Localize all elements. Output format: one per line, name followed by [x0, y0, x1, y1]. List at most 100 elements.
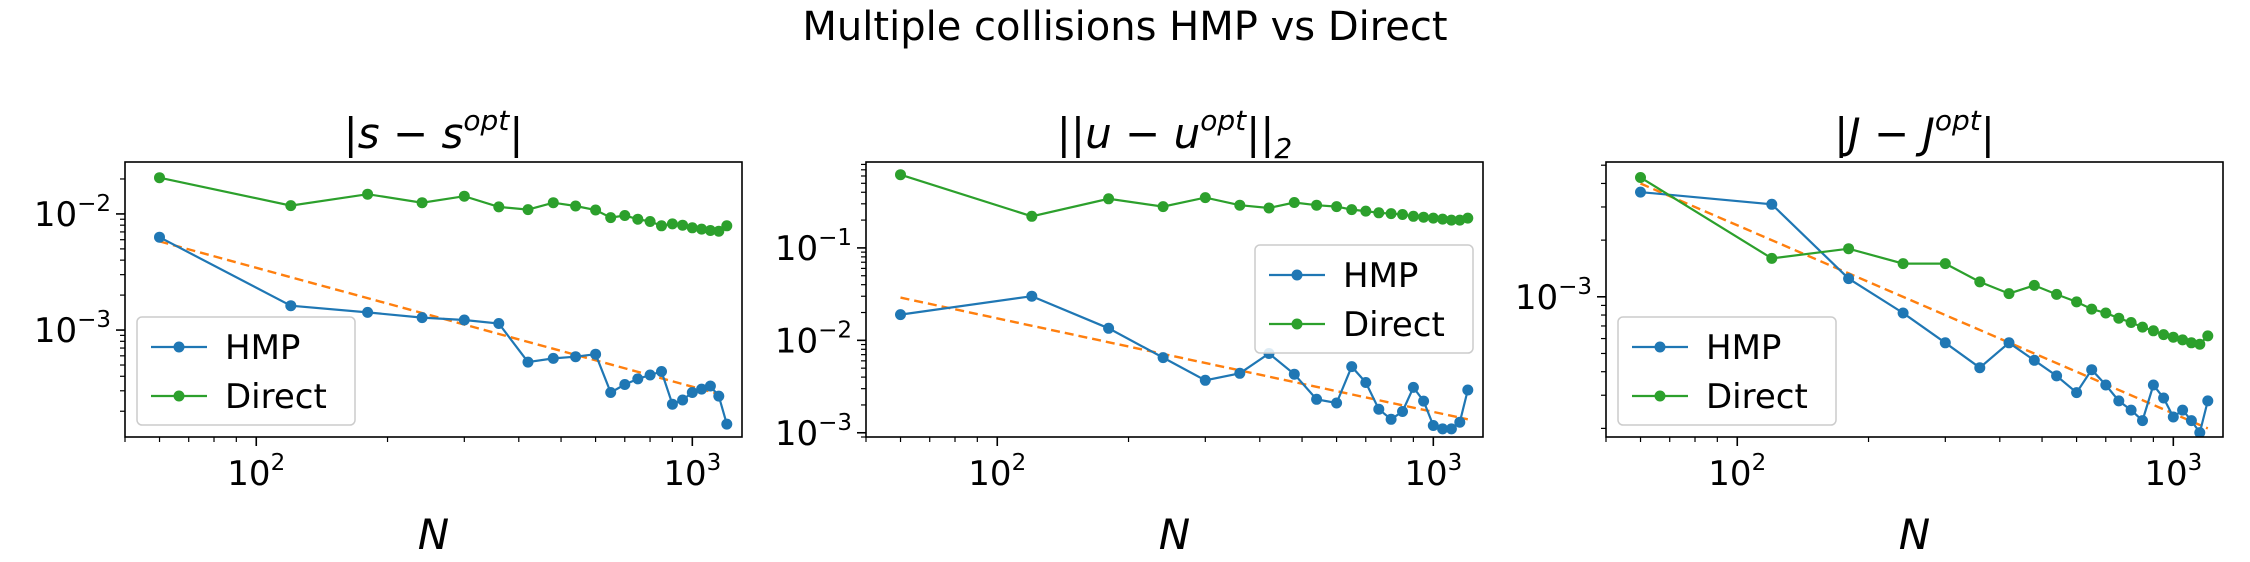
- series-point-hmp: [677, 394, 689, 406]
- series-point-direct: [713, 225, 725, 237]
- series-point-direct: [895, 169, 906, 181]
- legend-box: [136, 316, 356, 426]
- legend-marker-direct: [173, 390, 185, 402]
- series-point-direct: [1103, 193, 1115, 205]
- series-point-hmp: [2158, 392, 2170, 404]
- axes-frame: [124, 161, 743, 438]
- series-point-hmp: [2177, 404, 2189, 416]
- x-tick-label-exp: 3: [707, 450, 722, 476]
- x-tick-label-exp: 3: [2188, 450, 2203, 476]
- y-tick-label: 10−3: [775, 410, 852, 454]
- series-point-direct: [644, 216, 656, 227]
- series-point-direct: [1373, 207, 1385, 219]
- legend-marker-hmp: [1291, 269, 1303, 281]
- x-tick-label-exp: 3: [1448, 450, 1463, 476]
- axes-frame: [1605, 161, 2224, 438]
- series-point-direct: [2177, 334, 2189, 346]
- legend: HMP Direct: [1617, 316, 1837, 426]
- subplot-title-sup: opt: [1935, 104, 1982, 137]
- y-tick-label: 10−2: [34, 191, 111, 235]
- series-point-direct: [2202, 330, 2214, 342]
- series-point-direct: [1462, 212, 1474, 224]
- series-point-hmp: [644, 369, 656, 381]
- series-point-hmp: [704, 380, 716, 392]
- series-point-direct: [2167, 331, 2179, 343]
- legend: HMP Direct: [1254, 244, 1474, 354]
- series-point-direct: [686, 222, 698, 234]
- series-point-hmp: [2125, 404, 2137, 416]
- legend-label-hmp: HMP: [1343, 256, 1418, 296]
- series-point-hmp: [1462, 384, 1474, 396]
- subplot-title-end: |: [1981, 109, 1995, 158]
- series-point-hmp: [1843, 273, 1855, 285]
- series-point-hmp: [895, 309, 906, 321]
- y-tick-label-exp: −3: [77, 307, 111, 333]
- series-point-direct: [547, 197, 559, 209]
- series-point-direct: [1397, 209, 1408, 220]
- x-tick-label-exp: 2: [1012, 450, 1027, 476]
- x-tick-label: 103: [663, 450, 721, 494]
- series-point-direct: [2003, 288, 2015, 300]
- series-point-direct: [1939, 258, 1951, 270]
- series-point-direct: [590, 204, 602, 216]
- series-point-direct: [493, 201, 505, 213]
- series-point-direct: [704, 225, 716, 236]
- legend-label-direct: Direct: [225, 377, 327, 417]
- x-tick-label-base: 10: [968, 454, 1011, 494]
- y-tick-label-base: 10: [775, 321, 818, 361]
- subplot-title-main: ||u − u: [1057, 109, 1200, 158]
- series-point-hmp: [2185, 415, 2197, 427]
- series-point-hmp: [1103, 322, 1115, 334]
- series-point-direct: [632, 213, 644, 225]
- legend-label-direct: Direct: [1343, 305, 1445, 345]
- series-point-hmp: [2167, 411, 2179, 423]
- series-point-hmp: [547, 352, 559, 364]
- y-tick-label-exp: −2: [818, 317, 852, 343]
- series-point-hmp: [686, 387, 698, 398]
- x-axis-label: N: [418, 510, 449, 559]
- x-tick-label-base: 10: [1708, 454, 1751, 494]
- series-point-hmp: [522, 356, 534, 368]
- series-point-direct: [570, 200, 582, 212]
- series-point-direct: [1288, 197, 1300, 208]
- plot-area: [154, 172, 733, 430]
- series-point-direct: [1407, 210, 1419, 222]
- series-point-hmp: [1360, 377, 1372, 388]
- series-point-direct: [2158, 329, 2170, 341]
- x-tick-label: 103: [2144, 450, 2202, 494]
- series-point-direct: [154, 172, 165, 184]
- y-tick-label-exp: −3: [1558, 274, 1592, 300]
- legend-label-direct: Direct: [1706, 377, 1808, 417]
- series-point-direct: [2147, 325, 2159, 337]
- series-point-hmp: [1373, 403, 1385, 415]
- x-tick-label-base: 10: [1404, 454, 1447, 494]
- series-point-direct: [416, 197, 428, 209]
- x-axis-label: N: [1899, 510, 1930, 559]
- x-axis-label: N: [1159, 510, 1190, 559]
- series-line-hmp: [1640, 191, 2209, 436]
- series-point-direct: [2125, 317, 2137, 328]
- y-tick-label: 10−1: [775, 225, 852, 269]
- series-point-hmp: [605, 387, 617, 398]
- subplot-title-main: |J − J: [1834, 109, 1935, 158]
- x-tick-label-base: 10: [227, 454, 270, 494]
- series-point-direct: [1843, 243, 1855, 255]
- series-point-direct: [1974, 276, 1986, 288]
- series-point-hmp: [1288, 368, 1300, 380]
- series-point-hmp: [2003, 337, 2015, 349]
- series-point-hmp: [2028, 354, 2040, 366]
- y-tick-label-base: 10: [775, 229, 818, 269]
- series-point-direct: [1445, 214, 1457, 226]
- series-point-hmp: [2147, 379, 2159, 391]
- series-point-direct: [1263, 202, 1275, 214]
- series-point-direct: [1418, 211, 1430, 223]
- series-point-hmp: [1635, 186, 1646, 198]
- series-point-direct: [1234, 199, 1246, 211]
- series-point-hmp: [2113, 395, 2125, 407]
- subplot-title-end: ||: [1246, 109, 1274, 158]
- series-point-direct: [1199, 192, 1211, 204]
- y-tick-label: 10−3: [1515, 274, 1592, 318]
